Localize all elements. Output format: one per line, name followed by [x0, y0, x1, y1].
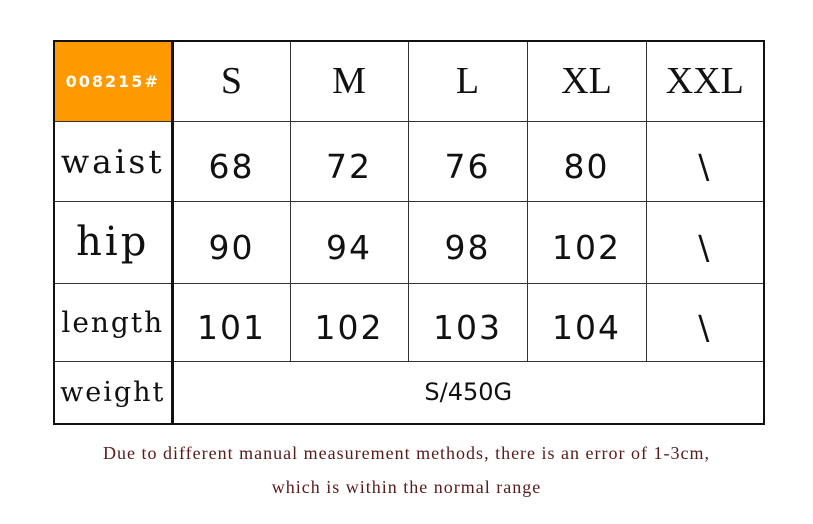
product-code: 008215#	[53, 40, 174, 122]
cell: 72	[289, 120, 409, 202]
cell: 68	[171, 120, 291, 202]
table-row: waist 68 72 76 80 \	[53, 120, 765, 202]
size-header: L	[407, 40, 528, 122]
cell: 98	[407, 200, 528, 284]
disclaimer-line-2: which is within the normal range	[271, 477, 542, 497]
table-row: hip 90 94 98 102 \	[53, 200, 765, 284]
size-header: S	[171, 40, 291, 122]
row-label: waist	[53, 120, 174, 202]
cell: \	[645, 282, 765, 362]
cell: 94	[289, 200, 409, 284]
cell: \	[645, 120, 765, 202]
cell: 102	[289, 282, 409, 362]
cell: 102	[526, 200, 647, 284]
weight-row: weight S/450G	[53, 360, 765, 425]
cell: 76	[407, 120, 528, 202]
size-chart-table: 008215# S M L XL XXL waist 68 72 76 80 \…	[53, 40, 765, 425]
row-label: weight	[53, 360, 174, 425]
row-label: length	[53, 282, 174, 362]
cell: 101	[171, 282, 291, 362]
table-row: length 101 102 103 104 \	[53, 282, 765, 362]
disclaimer-line-1: Due to different manual measurement meth…	[103, 443, 710, 463]
row-label: hip	[53, 200, 174, 284]
cell: 90	[171, 200, 291, 284]
weight-value: S/450G	[171, 360, 765, 425]
size-header: XL	[526, 40, 647, 122]
cell: 103	[407, 282, 528, 362]
header-row: 008215# S M L XL XXL	[53, 40, 765, 122]
cell: 104	[526, 282, 647, 362]
cell: \	[645, 200, 765, 284]
size-header: M	[289, 40, 409, 122]
cell: 80	[526, 120, 647, 202]
size-header: XXL	[645, 40, 765, 122]
